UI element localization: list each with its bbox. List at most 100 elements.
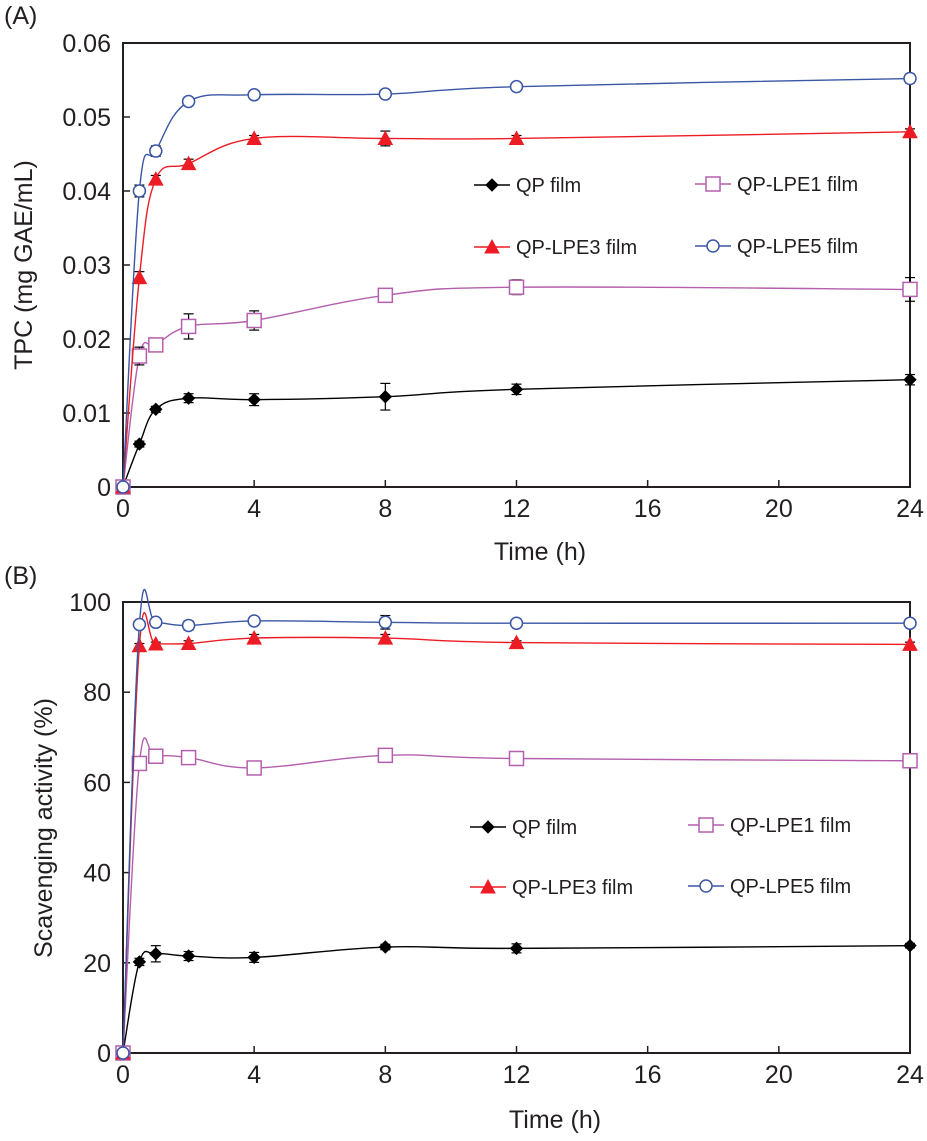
data-point-qp-lpe1-film	[902, 281, 918, 298]
data-point-qp-film	[903, 372, 917, 387]
data-point-qp-lpe5-film	[149, 615, 163, 630]
legend-item-qp-lpe5-film: QP-LPE5 film	[695, 236, 858, 258]
data-point-qp-lpe3-film	[508, 130, 525, 145]
data-point-qp-film	[509, 382, 524, 397]
y-tick-label-b: 0	[97, 1040, 111, 1068]
y-tick-label-b: 20	[83, 950, 111, 978]
data-point-qp-lpe3-film	[180, 155, 197, 171]
legend-item-qp-lpe1-film: QP-LPE1 film	[695, 174, 858, 196]
series-line-qp-film	[122, 944, 911, 1054]
data-point-qp-lpe5-film	[149, 144, 163, 158]
data-point-qp-lpe5-film	[181, 94, 196, 109]
x-axis-title-a: Time (h)	[494, 538, 586, 566]
legend-label: QP-LPE1 film	[737, 174, 858, 196]
ticks-b: 0 4 8 12 16 20 24 0 20 40 60 80 100	[69, 589, 924, 1089]
legend-b: QP film QP-LPE1 film QP-LPE3 film QP-LPE5 f…	[470, 815, 851, 899]
series-qp-lpe1-film-a	[115, 276, 918, 495]
data-point-qp-lpe5-film	[378, 615, 393, 630]
legend-label: QP-LPE1 film	[730, 815, 851, 837]
data-point-qp-lpe5-film	[247, 614, 261, 628]
legend-label: QP-LPE3 film	[512, 877, 633, 899]
data-point-qp-lpe3-film	[246, 630, 263, 645]
data-point-qp-lpe3-film	[377, 630, 394, 645]
series-qp-film-a	[116, 372, 917, 494]
plot-frame-a	[122, 42, 911, 488]
x-tick-label-a: 8	[378, 495, 392, 523]
data-point-qp-film	[149, 947, 163, 961]
data-point-qp-lpe3-film	[377, 130, 394, 145]
data-point-qp-lpe1-film	[377, 747, 394, 764]
data-point-qp-lpe5-film	[181, 618, 196, 633]
data-point-qp-lpe3-film	[508, 634, 525, 650]
y-tick-label-b: 100	[69, 589, 111, 617]
data-point-qp-lpe3-film	[147, 635, 164, 651]
data-point-qp-lpe5-film	[509, 616, 524, 630]
data-point-qp-lpe3-film	[131, 269, 148, 285]
series-qp-film-b	[116, 938, 917, 1060]
data-point-qp-lpe1-film	[246, 312, 262, 329]
legend-marker	[481, 820, 495, 834]
data-point-qp-lpe5-film	[132, 184, 147, 198]
legend-marker	[484, 238, 500, 254]
data-point-qp-film	[247, 950, 261, 965]
x-tick-label-a: 0	[116, 495, 130, 523]
legend-marker	[705, 176, 721, 192]
legend-item-qp-lpe1-film: QP-LPE1 film	[688, 815, 851, 837]
legend-marker	[480, 878, 496, 894]
data-point-qp-film	[149, 402, 163, 417]
series-line-qp-lpe3-film	[122, 612, 911, 1054]
panel-label-b: (B)	[4, 562, 37, 590]
x-tick-label-b: 8	[378, 1061, 392, 1089]
series-qp-lpe5-film-a	[116, 71, 917, 494]
x-axis-title-b: Time (h)	[509, 1106, 601, 1134]
legend-a: QP film QP-LPE1 film QP-LPE3 film QP-LPE5 f…	[474, 174, 858, 259]
data-point-qp-lpe5-film	[903, 616, 917, 630]
legend-label: QP film	[516, 175, 581, 197]
x-tick-label-a: 20	[765, 495, 793, 523]
x-tick-label-a: 12	[503, 495, 531, 523]
x-tick-label-b: 24	[896, 1061, 924, 1089]
data-point-qp-lpe3-film	[902, 123, 918, 139]
data-point-qp-film	[378, 940, 393, 954]
data-point-qp-film	[181, 391, 196, 405]
y-tick-label-a: 0.06	[62, 30, 111, 58]
series-b	[115, 589, 918, 1061]
data-point-qp-lpe1-film	[131, 755, 148, 772]
x-tick-label-b: 0	[116, 1061, 130, 1089]
series-qp-lpe3-film-b	[115, 612, 918, 1060]
data-point-qp-lpe1-film	[508, 750, 525, 767]
legend-item-qp-lpe5-film: QP-LPE5 film	[688, 876, 851, 898]
y-tick-label-a: 0	[97, 474, 111, 502]
x-tick-label-b: 4	[247, 1061, 261, 1089]
y-tick-label-a: 0.03	[62, 252, 111, 280]
series-line-qp-film	[122, 379, 911, 488]
series-a	[115, 71, 918, 495]
y-tick-label-a: 0.04	[62, 178, 111, 206]
data-point-qp-lpe5-film	[509, 79, 524, 94]
data-point-qp-lpe1-film	[180, 749, 197, 766]
legend-marker	[698, 817, 714, 833]
data-point-qp-film	[378, 390, 393, 404]
legend-label: QP-LPE3 film	[516, 237, 637, 259]
legend-item-qp-lpe3-film: QP-LPE3 film	[474, 237, 637, 259]
panel-label-a: (A)	[4, 2, 37, 30]
legend-item-qp-lpe3-film: QP-LPE3 film	[470, 877, 633, 899]
series-line-qp-lpe5-film	[122, 589, 911, 1054]
x-tick-label-b: 20	[765, 1061, 793, 1089]
data-point-qp-film	[132, 437, 147, 451]
data-point-qp-lpe1-film	[131, 348, 148, 364]
data-point-qp-lpe5-film	[378, 87, 393, 101]
data-point-qp-lpe1-film	[902, 753, 918, 769]
ticks-a: 0 4 8 12 16 20 24 0 0.01 0.02 0.03 0.04 0.05 0.06	[62, 30, 924, 523]
data-point-qp-lpe3-film	[147, 171, 164, 186]
data-point-qp-lpe1-film	[148, 337, 164, 353]
y-tick-label-b: 80	[83, 679, 111, 707]
data-point-qp-film	[181, 949, 196, 963]
data-point-qp-film	[509, 941, 524, 956]
legend-label: QP film	[512, 817, 577, 839]
x-tick-label-b: 16	[634, 1061, 662, 1089]
data-point-qp-film	[247, 392, 261, 407]
y-tick-label-b: 40	[83, 860, 111, 888]
legend-marker	[699, 879, 713, 893]
